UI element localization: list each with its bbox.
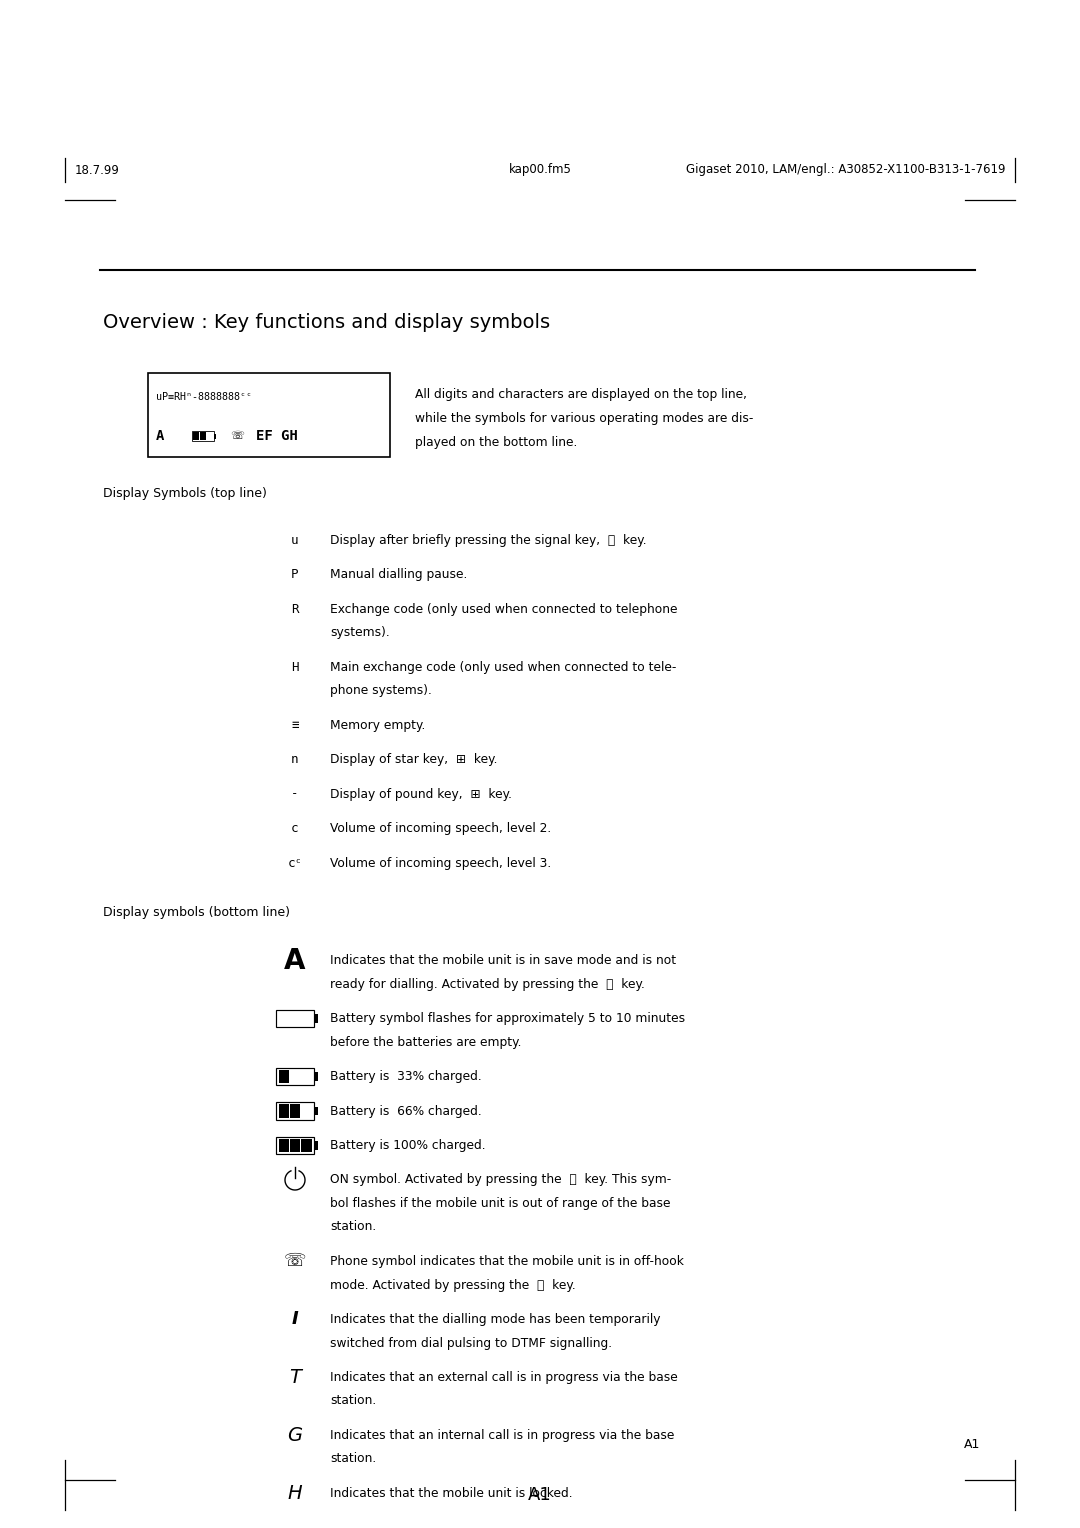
Text: bol flashes if the mobile unit is out of range of the base: bol flashes if the mobile unit is out of… [330, 1196, 671, 1210]
Text: A: A [156, 429, 164, 443]
Text: played on the bottom line.: played on the bottom line. [415, 435, 578, 449]
Text: mode. Activated by pressing the  ␇  key.: mode. Activated by pressing the ␇ key. [330, 1279, 576, 1291]
Text: Main exchange code (only used when connected to tele-: Main exchange code (only used when conne… [330, 660, 676, 674]
Text: Display symbols (bottom line): Display symbols (bottom line) [103, 906, 291, 918]
Text: before the batteries are empty.: before the batteries are empty. [330, 1036, 522, 1048]
Text: ON symbol. Activated by pressing the  ⓞ  key. This sym-: ON symbol. Activated by pressing the ⓞ k… [330, 1174, 672, 1187]
Text: while the symbols for various operating modes are dis-: while the symbols for various operating … [415, 413, 754, 425]
Text: Battery symbol flashes for approximately 5 to 10 minutes: Battery symbol flashes for approximately… [330, 1012, 685, 1025]
Text: station.: station. [330, 1453, 376, 1465]
Text: Phone symbol indicates that the mobile unit is in off-hook: Phone symbol indicates that the mobile u… [330, 1254, 684, 1268]
Text: H: H [292, 660, 299, 674]
Text: P: P [292, 568, 299, 581]
Text: Display of star key,  ⊞  key.: Display of star key, ⊞ key. [330, 753, 498, 766]
Text: T: T [289, 1368, 301, 1387]
Text: Indicates that the dialling mode has been temporarily: Indicates that the dialling mode has bee… [330, 1313, 661, 1326]
Bar [291, 1105, 300, 1118]
Bar [279, 1105, 289, 1118]
Bar [301, 1138, 312, 1152]
Text: A1: A1 [528, 1487, 552, 1504]
Text: Exchange code (only used when connected to telephone: Exchange code (only used when connected … [330, 602, 677, 616]
Bar [279, 1070, 289, 1083]
Bar [192, 432, 199, 440]
Text: 18.7.99: 18.7.99 [75, 163, 120, 177]
Text: station.: station. [330, 1221, 376, 1233]
Text: Manual dialling pause.: Manual dialling pause. [330, 568, 468, 581]
Text: A1: A1 [963, 1438, 980, 1452]
Text: EF GH: EF GH [256, 429, 298, 443]
Bar [314, 1106, 318, 1115]
Bar [276, 1010, 314, 1027]
Text: station.: station. [330, 1395, 376, 1407]
Text: Memory empty.: Memory empty. [330, 718, 426, 732]
Text: Volume of incoming speech, level 3.: Volume of incoming speech, level 3. [330, 857, 551, 869]
Text: -: - [292, 787, 299, 801]
Text: ready for dialling. Activated by pressing the  Ⓕ  key.: ready for dialling. Activated by pressin… [330, 978, 645, 990]
Text: cᶜ: cᶜ [287, 857, 302, 869]
Bar [314, 1015, 318, 1022]
Bar [276, 1102, 314, 1120]
Text: Indicates that the mobile unit is in save mode and is not: Indicates that the mobile unit is in sav… [330, 953, 676, 967]
Bar [148, 373, 390, 457]
Text: Display of pound key,  ⊞  key.: Display of pound key, ⊞ key. [330, 787, 512, 801]
Text: n: n [292, 753, 299, 766]
Text: I: I [292, 1311, 298, 1328]
Text: Battery is  66% charged.: Battery is 66% charged. [330, 1105, 482, 1117]
Text: Display after briefly pressing the signal key,  Ⓡ  key.: Display after briefly pressing the signa… [330, 533, 647, 547]
Text: ≡: ≡ [292, 718, 299, 732]
Bar [192, 431, 214, 442]
Text: phone systems).: phone systems). [330, 685, 432, 697]
Text: A: A [284, 946, 306, 975]
Text: H: H [287, 1484, 302, 1504]
Text: Battery is 100% charged.: Battery is 100% charged. [330, 1138, 486, 1152]
Text: kap00.fm5: kap00.fm5 [509, 163, 571, 177]
Text: All digits and characters are displayed on the top line,: All digits and characters are displayed … [415, 388, 747, 400]
Text: u: u [292, 533, 299, 547]
Text: Indicates that an external call is in progress via the base: Indicates that an external call is in pr… [330, 1371, 678, 1384]
Text: ☏: ☏ [230, 431, 244, 442]
Text: Display Symbols (top line): Display Symbols (top line) [103, 486, 267, 500]
Bar [214, 434, 216, 439]
Text: R: R [292, 602, 299, 616]
Bar [279, 1138, 289, 1152]
Text: switched from dial pulsing to DTMF signalling.: switched from dial pulsing to DTMF signa… [330, 1337, 612, 1349]
Text: G: G [287, 1426, 302, 1445]
Text: Volume of incoming speech, level 2.: Volume of incoming speech, level 2. [330, 822, 551, 834]
Bar [200, 432, 206, 440]
Bar [314, 1073, 318, 1080]
Bar [314, 1141, 318, 1151]
Text: Indicates that the mobile unit is locked.: Indicates that the mobile unit is locked… [330, 1487, 572, 1500]
Text: Indicates that an internal call is in progress via the base: Indicates that an internal call is in pr… [330, 1429, 674, 1442]
Text: Battery is  33% charged.: Battery is 33% charged. [330, 1070, 482, 1083]
Text: Gigaset 2010, LAM/engl.: A30852-X1100-B313-1-7619: Gigaset 2010, LAM/engl.: A30852-X1100-B3… [686, 163, 1005, 177]
Text: systems).: systems). [330, 626, 390, 639]
Text: c: c [292, 822, 299, 834]
Bar [291, 1138, 300, 1152]
Text: Overview : Key functions and display symbols: Overview : Key functions and display sym… [103, 313, 550, 332]
Text: ☏: ☏ [284, 1253, 307, 1270]
Bar [276, 1137, 314, 1154]
Bar [276, 1068, 314, 1085]
Text: uP≡RHⁿ-8888888ᶜᶜ: uP≡RHⁿ-8888888ᶜᶜ [156, 393, 252, 402]
